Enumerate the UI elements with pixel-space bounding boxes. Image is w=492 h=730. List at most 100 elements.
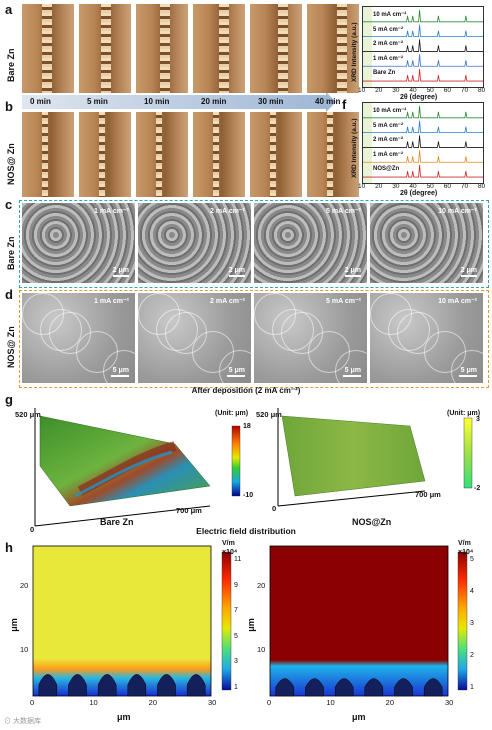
- xrd-trace: [363, 9, 483, 23]
- h-colorbar-tick: 7: [234, 607, 238, 615]
- h-ytick: 10: [257, 645, 266, 654]
- g-left-xaxis: 700 μm: [176, 506, 202, 515]
- xrd-tick: 10: [358, 183, 366, 190]
- sem-image-nos-zn: 5 mA cm⁻² 5 μm: [254, 293, 367, 383]
- h-colorbar-unit: V/m: [458, 540, 471, 547]
- xrd-tick: 70: [460, 87, 469, 94]
- xrd-tick: 30: [392, 183, 400, 190]
- optical-image-bare-zn: [193, 4, 245, 93]
- xrd-trace-label: NOS@Zn: [373, 166, 400, 173]
- xrd-tick: 60: [443, 87, 451, 94]
- xrd-trace-label: 5 mA cm⁻²: [373, 122, 403, 129]
- sem-image-bare-zn: 5 mA cm⁻² 2 μm: [254, 203, 367, 283]
- h-xtick: 10: [326, 698, 335, 707]
- optical-image-nos-zn: [250, 112, 302, 197]
- sem-image-bare-zn: 1 mA cm⁻² 2 μm: [22, 203, 135, 283]
- row-label-bare-zn-c: Bare Zn: [6, 236, 16, 270]
- xrd-trace-label: 2 mA cm⁻²: [373, 137, 403, 144]
- panel-label-f: f: [342, 97, 347, 112]
- sem-image-nos-zn: 10 mA cm⁻² 5 μm: [370, 293, 483, 383]
- deposit-edge: [213, 112, 219, 197]
- g-left-name: Bare Zn: [100, 517, 134, 527]
- g-right-unit: (Unit: μm): [447, 410, 481, 417]
- g-right-cmax: 3: [476, 416, 480, 423]
- xrd-traces: [363, 105, 483, 178]
- scale-bar: [459, 375, 477, 377]
- xrd-trace: [363, 105, 483, 119]
- sem-current-density: 2 mA cm⁻²: [210, 298, 245, 305]
- zn-protrusion: [68, 674, 87, 697]
- h-colorbar-unit: V/m: [222, 540, 235, 547]
- xrd-xlabel: 2θ (degree): [400, 94, 438, 101]
- grain-outline: [103, 350, 135, 383]
- optical-image-nos-zn: [79, 112, 131, 197]
- xrd-tick: 80: [478, 87, 486, 94]
- deposit-edge: [99, 112, 105, 197]
- h-colorbar-tick: 5: [234, 632, 238, 640]
- scale-bar: [229, 275, 245, 277]
- optical-image-nos-zn: [22, 112, 74, 197]
- xrd-trace-label: 10 mA cm⁻²: [373, 107, 407, 114]
- xrd-trace: [363, 24, 483, 38]
- optical-image-bare-zn: [79, 4, 131, 93]
- xrd-tick: 40: [409, 87, 417, 94]
- deposit-edge: [270, 112, 276, 197]
- xrd-tick: 10: [358, 87, 366, 94]
- xrd-trace-label: Bare Zn: [373, 70, 396, 77]
- h-colorbar-tick: 1: [234, 684, 238, 691]
- xrd-trace: [363, 54, 483, 67]
- row-label-bare-zn: Bare Zn: [6, 48, 16, 82]
- sem-current-density: 10 mA cm⁻²: [438, 298, 477, 305]
- g-right-xaxis: 700 μm: [415, 490, 441, 499]
- h-xtick: 10: [89, 698, 98, 707]
- h-colorbar-tick: 1: [470, 684, 474, 691]
- optical-image-nos-zn: [307, 112, 359, 197]
- bare-zn-colorbar: [231, 425, 241, 497]
- xrd-trace: [363, 120, 483, 134]
- panel-label-d: d: [5, 287, 13, 302]
- h-colorbar-scale: ×10⁴: [458, 549, 474, 556]
- deposit-edge: [337, 4, 347, 93]
- g-left-cmin: -10: [243, 492, 254, 499]
- zn-protrusion: [157, 674, 176, 697]
- zn-protrusion: [334, 678, 354, 697]
- grain-outline: [40, 309, 82, 351]
- surface-plots: [34, 408, 473, 527]
- xrd-tick: 50: [426, 183, 434, 190]
- g-left-unit: (Unit: μm): [215, 410, 249, 417]
- g-right-name: NOS@Zn: [352, 517, 392, 527]
- field-map-bare-zn: [32, 545, 212, 697]
- grain-outline: [388, 309, 430, 351]
- panel-label-h: h: [5, 540, 13, 555]
- xrd-shade: [363, 103, 372, 183]
- zn-protrusion: [305, 678, 324, 697]
- h-colorbar-tick: 2: [470, 652, 474, 659]
- panel-label-a: a: [5, 2, 13, 17]
- row-label-nos-zn-d: NOS@ Zn: [6, 326, 16, 368]
- h-title: Electric field distribution: [196, 526, 296, 536]
- optical-image-bare-zn: [22, 4, 74, 93]
- h-colorbar-scale: ×10⁴: [222, 549, 238, 556]
- scale-bar-label: 2 μm: [112, 267, 129, 274]
- xrd-xlabel: 2θ (degree): [400, 190, 438, 197]
- grain-outline: [219, 350, 251, 383]
- h-colorbar-tick: 3: [470, 620, 474, 627]
- zn-protrusion: [364, 678, 384, 697]
- xrd-trace-label: 10 mA cm⁻²: [373, 11, 407, 18]
- sem-current-density: 5 mA cm⁻²: [326, 298, 361, 305]
- scale-bar: [343, 375, 361, 377]
- g-title: After deposition (2 mA cm⁻²): [191, 386, 301, 395]
- zn-protrusion: [186, 674, 206, 697]
- xrd-trace-label: 1 mA cm⁻²: [373, 152, 403, 159]
- sem-current-density: 10 mA cm⁻²: [438, 208, 477, 215]
- h-ytick: 20: [257, 581, 266, 590]
- scale-bar: [111, 375, 129, 377]
- xrd-ylabel: XRD Intensity (a.u.): [351, 118, 358, 178]
- deposit-edge: [101, 4, 111, 93]
- nos-zn-colorbar: [463, 417, 473, 489]
- h-xtick: 30: [208, 698, 217, 707]
- sem-image-bare-zn: 2 mA cm⁻² 2 μm: [138, 203, 251, 283]
- zn-protrusions-left: [38, 674, 206, 697]
- time-label: 5 min: [87, 97, 108, 106]
- sem-current-density: 5 mA cm⁻²: [326, 208, 361, 215]
